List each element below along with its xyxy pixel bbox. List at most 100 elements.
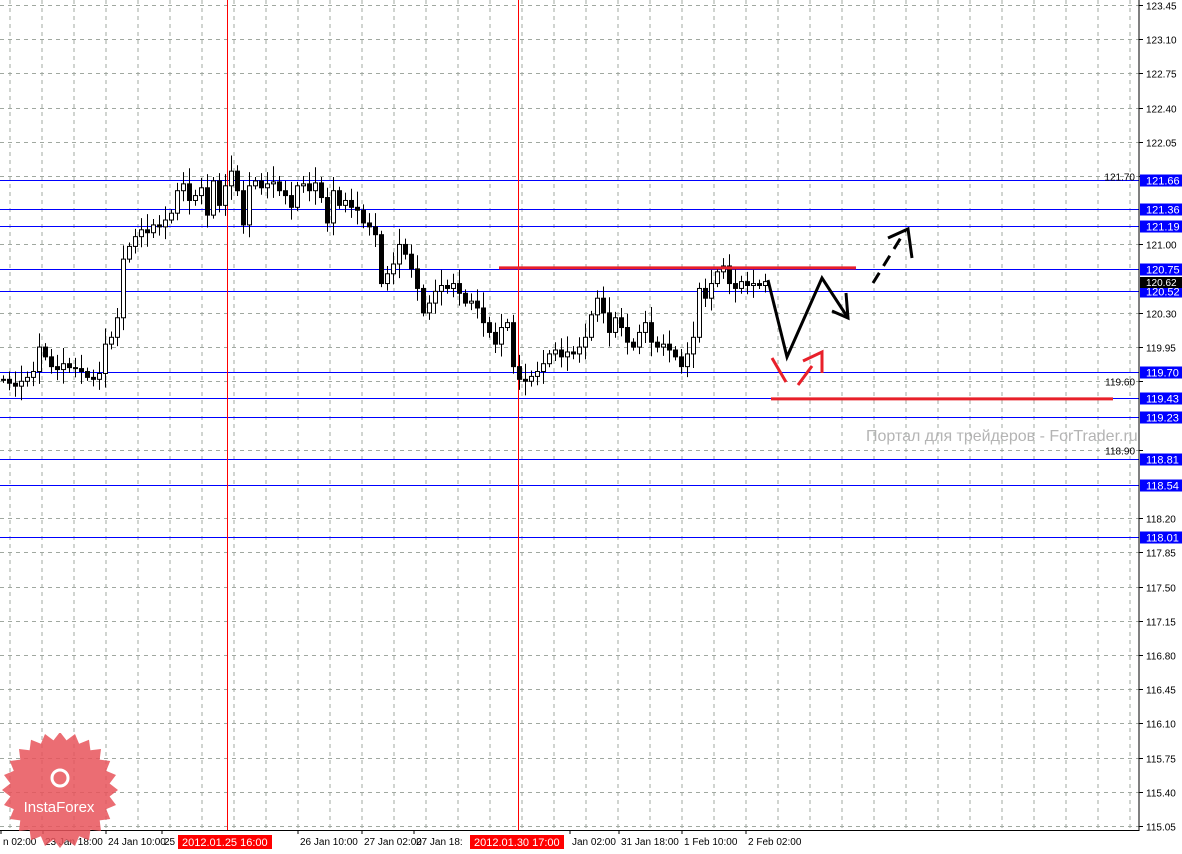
candle-body	[733, 283, 738, 289]
level-label-bg	[1140, 366, 1182, 379]
candle-body	[283, 190, 288, 197]
level-label: 118.81	[1146, 455, 1179, 467]
candle-body	[373, 226, 378, 236]
candle-body	[367, 222, 372, 228]
candle-body	[97, 372, 102, 380]
candle-body	[523, 378, 528, 382]
candle-body	[43, 346, 48, 358]
x-tick-label: 27 Jan 02:00	[364, 837, 422, 848]
candle-body	[313, 182, 318, 192]
candle-body	[289, 195, 294, 208]
forecast-path-arrow	[766, 274, 850, 362]
candle-body	[685, 353, 690, 368]
candle-body	[487, 322, 492, 333]
candle-body	[259, 180, 264, 189]
x-tick-label: 31 Jan 18:00	[621, 837, 679, 848]
candle-body	[595, 297, 600, 316]
candle-body	[31, 371, 36, 378]
candle-body	[727, 265, 732, 285]
candle-body	[319, 182, 324, 199]
candle-body	[397, 243, 402, 265]
candle-body	[307, 183, 312, 192]
candle-body	[361, 209, 366, 224]
alt-path-up	[796, 365, 814, 386]
horizontal-levels	[0, 180, 1139, 538]
candle-body	[619, 317, 624, 329]
candle-body	[73, 367, 78, 370]
candle-body	[55, 366, 60, 371]
candle-body	[241, 190, 246, 226]
level-label-bg	[1140, 479, 1182, 492]
candle-body	[391, 263, 396, 275]
y-tick-label: 122.05	[1146, 139, 1177, 150]
candle-body	[703, 287, 708, 299]
breakout-dashed-arrow	[871, 230, 907, 284]
candle-body	[253, 180, 258, 187]
candle-body	[655, 341, 660, 348]
candle-body	[631, 341, 636, 348]
level-label-bg	[1140, 531, 1182, 544]
current-price-label: 120.62	[1146, 278, 1177, 289]
y-tick-label: 116.80	[1146, 652, 1176, 663]
candle-body	[277, 181, 282, 192]
candle-body	[181, 183, 186, 192]
y-tick-label: 115.05	[1146, 823, 1176, 834]
y-tick-label: 115.40	[1146, 789, 1176, 800]
x-tick-label: 26 Jan 10:00	[300, 837, 358, 848]
candle-body	[673, 349, 678, 358]
grid	[0, 0, 1139, 830]
candle-body	[163, 219, 168, 228]
y-tick-label: 121.70	[1104, 173, 1135, 184]
candle-body	[481, 307, 486, 324]
y-tick-label: 119.60	[1105, 378, 1135, 389]
candle-body	[133, 236, 138, 247]
candle-body	[433, 290, 438, 304]
candle-body	[517, 366, 522, 380]
candle-body	[151, 224, 156, 234]
candle-body	[601, 297, 606, 314]
candle-body	[295, 185, 300, 208]
candle-body	[139, 229, 144, 238]
candle-body	[649, 322, 654, 343]
level-label-bg	[1140, 220, 1182, 233]
candle-body	[169, 212, 174, 221]
candle-body	[493, 331, 498, 345]
candle-body	[355, 206, 360, 211]
candle-body	[709, 283, 714, 299]
level-label: 119.70	[1146, 368, 1179, 380]
candle-body	[679, 356, 684, 368]
y-tick-label: 118.90	[1105, 447, 1135, 458]
candle-body	[115, 317, 120, 338]
candle-body	[229, 170, 234, 187]
candle-body	[193, 195, 198, 201]
level-label: 118.54	[1146, 481, 1179, 493]
x-tick-label: 2 Feb 02:00	[748, 837, 802, 848]
alt-path-down	[770, 357, 788, 383]
candle-body	[235, 170, 240, 192]
candle-body	[583, 336, 588, 348]
candle-body	[625, 327, 630, 343]
instaforex-logo	[2, 733, 118, 848]
candle-body	[61, 363, 66, 371]
candle-body	[121, 258, 126, 319]
marker-label-bg	[470, 835, 564, 849]
candle-body	[337, 190, 342, 206]
level-labels: 121.66 121.36 121.19 120.75 120.52 119.70 119.…	[1140, 174, 1182, 545]
candle-body	[91, 376, 96, 380]
candle-body	[109, 336, 114, 345]
logo-burst	[2, 733, 118, 848]
candle-body	[1, 378, 6, 381]
axes	[0, 0, 1140, 831]
x-tick-label: 1 Feb 10:00	[684, 837, 738, 848]
y-tick-label: 122.75	[1146, 70, 1177, 81]
level-label-bg	[1140, 174, 1182, 187]
level-label: 119.43	[1146, 394, 1179, 406]
candle-body	[205, 187, 210, 216]
candle-body	[535, 371, 540, 377]
level-label: 118.01	[1146, 533, 1179, 545]
candle-body	[379, 234, 384, 285]
candle-body	[553, 349, 558, 355]
candle-body	[697, 287, 702, 338]
candle-body	[613, 317, 618, 333]
